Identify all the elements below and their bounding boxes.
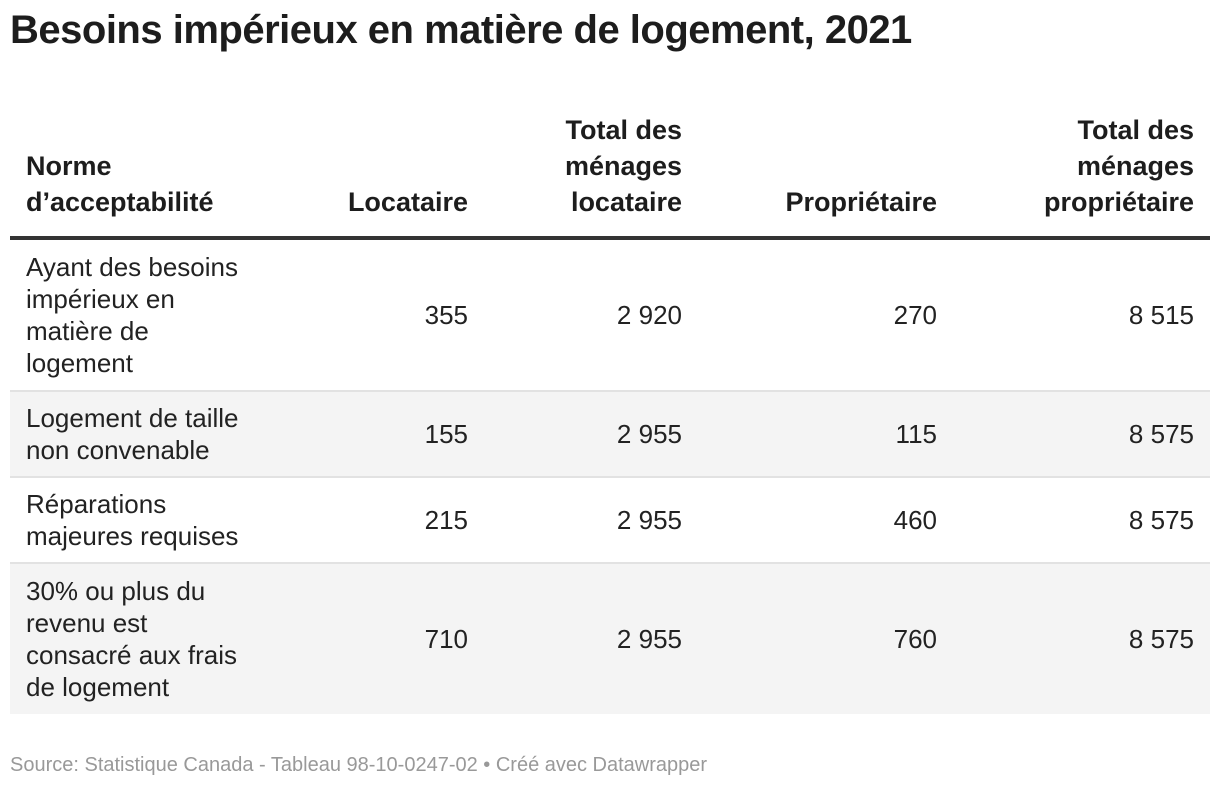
- cell-locataire: 710: [266, 563, 484, 714]
- table-row: 30% ou plus du revenu est consacré aux f…: [10, 563, 1210, 714]
- cell-proprietaire: 460: [698, 477, 953, 564]
- cell-total-proprietaire: 8 575: [953, 477, 1210, 564]
- table-row: Réparations majeures requises 215 2 955 …: [10, 477, 1210, 564]
- cell-locataire: 355: [266, 238, 484, 392]
- cell-total-locataire: 2 955: [484, 563, 698, 714]
- row-label: Logement de taille non convenable: [10, 391, 266, 478]
- table-header: Norme d’acceptabilité Locataire Total de…: [10, 112, 1210, 240]
- table-body: Ayant des besoins impérieux en matière d…: [10, 238, 1210, 714]
- row-label: 30% ou plus du revenu est consacré aux f…: [10, 563, 266, 714]
- cell-total-proprietaire: 8 575: [953, 391, 1210, 478]
- cell-proprietaire: 115: [698, 391, 953, 478]
- cell-locataire: 215: [266, 477, 484, 564]
- header-row: Norme d’acceptabilité Locataire Total de…: [10, 112, 1210, 240]
- row-label: Ayant des besoins impérieux en matière d…: [10, 238, 266, 392]
- cell-total-locataire: 2 920: [484, 238, 698, 392]
- header-total-locataire: Total des ménages locataire: [484, 112, 698, 240]
- cell-proprietaire: 760: [698, 563, 953, 714]
- table-row: Logement de taille non convenable 155 2 …: [10, 391, 1210, 478]
- header-norme: Norme d’acceptabilité: [10, 112, 266, 240]
- header-locataire: Locataire: [266, 112, 484, 240]
- source-footer: Source: Statistique Canada - Tableau 98-…: [10, 754, 708, 776]
- cell-total-locataire: 2 955: [484, 477, 698, 564]
- row-label: Réparations majeures requises: [10, 477, 266, 564]
- chart-title: Besoins impérieux en matière de logement…: [10, 8, 912, 52]
- data-table: Norme d’acceptabilité Locataire Total de…: [10, 112, 1210, 714]
- cell-total-proprietaire: 8 575: [953, 563, 1210, 714]
- cell-total-proprietaire: 8 515: [953, 238, 1210, 392]
- table-row: Ayant des besoins impérieux en matière d…: [10, 238, 1210, 392]
- cell-proprietaire: 270: [698, 238, 953, 392]
- header-proprietaire: Propriétaire: [698, 112, 953, 240]
- cell-locataire: 155: [266, 391, 484, 478]
- header-total-proprietaire: Total des ménages propriétaire: [953, 112, 1210, 240]
- cell-total-locataire: 2 955: [484, 391, 698, 478]
